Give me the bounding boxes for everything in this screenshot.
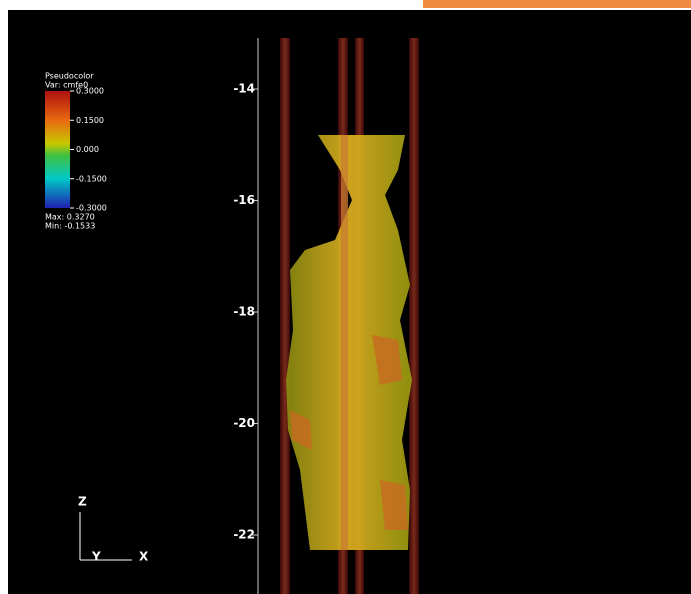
legend-tick-label: -0.1500 <box>76 174 107 183</box>
z-axis-label: -20 <box>233 416 255 430</box>
triad-y-label: Y <box>91 550 101 564</box>
page: Pseudocolor Var: cmfe0 Max: 0.3270 Min: … <box>0 0 691 594</box>
triad-z-label: Z <box>78 495 87 509</box>
legend-tick-label: 0.000 <box>76 145 99 154</box>
viewport: Pseudocolor Var: cmfe0 Max: 0.3270 Min: … <box>0 0 691 594</box>
central-well <box>341 135 348 550</box>
well <box>280 38 290 594</box>
z-axis-label: -16 <box>233 193 255 207</box>
legend-title: Pseudocolor <box>45 72 94 81</box>
well <box>409 38 419 594</box>
title-bar-accent <box>423 0 691 8</box>
z-axis-label: -18 <box>233 305 255 319</box>
z-axis-label: -22 <box>233 528 255 542</box>
legend-tick-label: 0.1500 <box>76 116 104 125</box>
triad-x-label: X <box>139 550 149 564</box>
color-bar <box>45 91 70 208</box>
legend-min: Min: -0.1533 <box>45 222 95 231</box>
legend-tick-label: -0.3000 <box>76 204 107 213</box>
legend-tick-label: 0.3000 <box>76 87 104 96</box>
z-axis-label: -14 <box>233 82 255 96</box>
legend-max: Max: 0.3270 <box>45 213 95 222</box>
